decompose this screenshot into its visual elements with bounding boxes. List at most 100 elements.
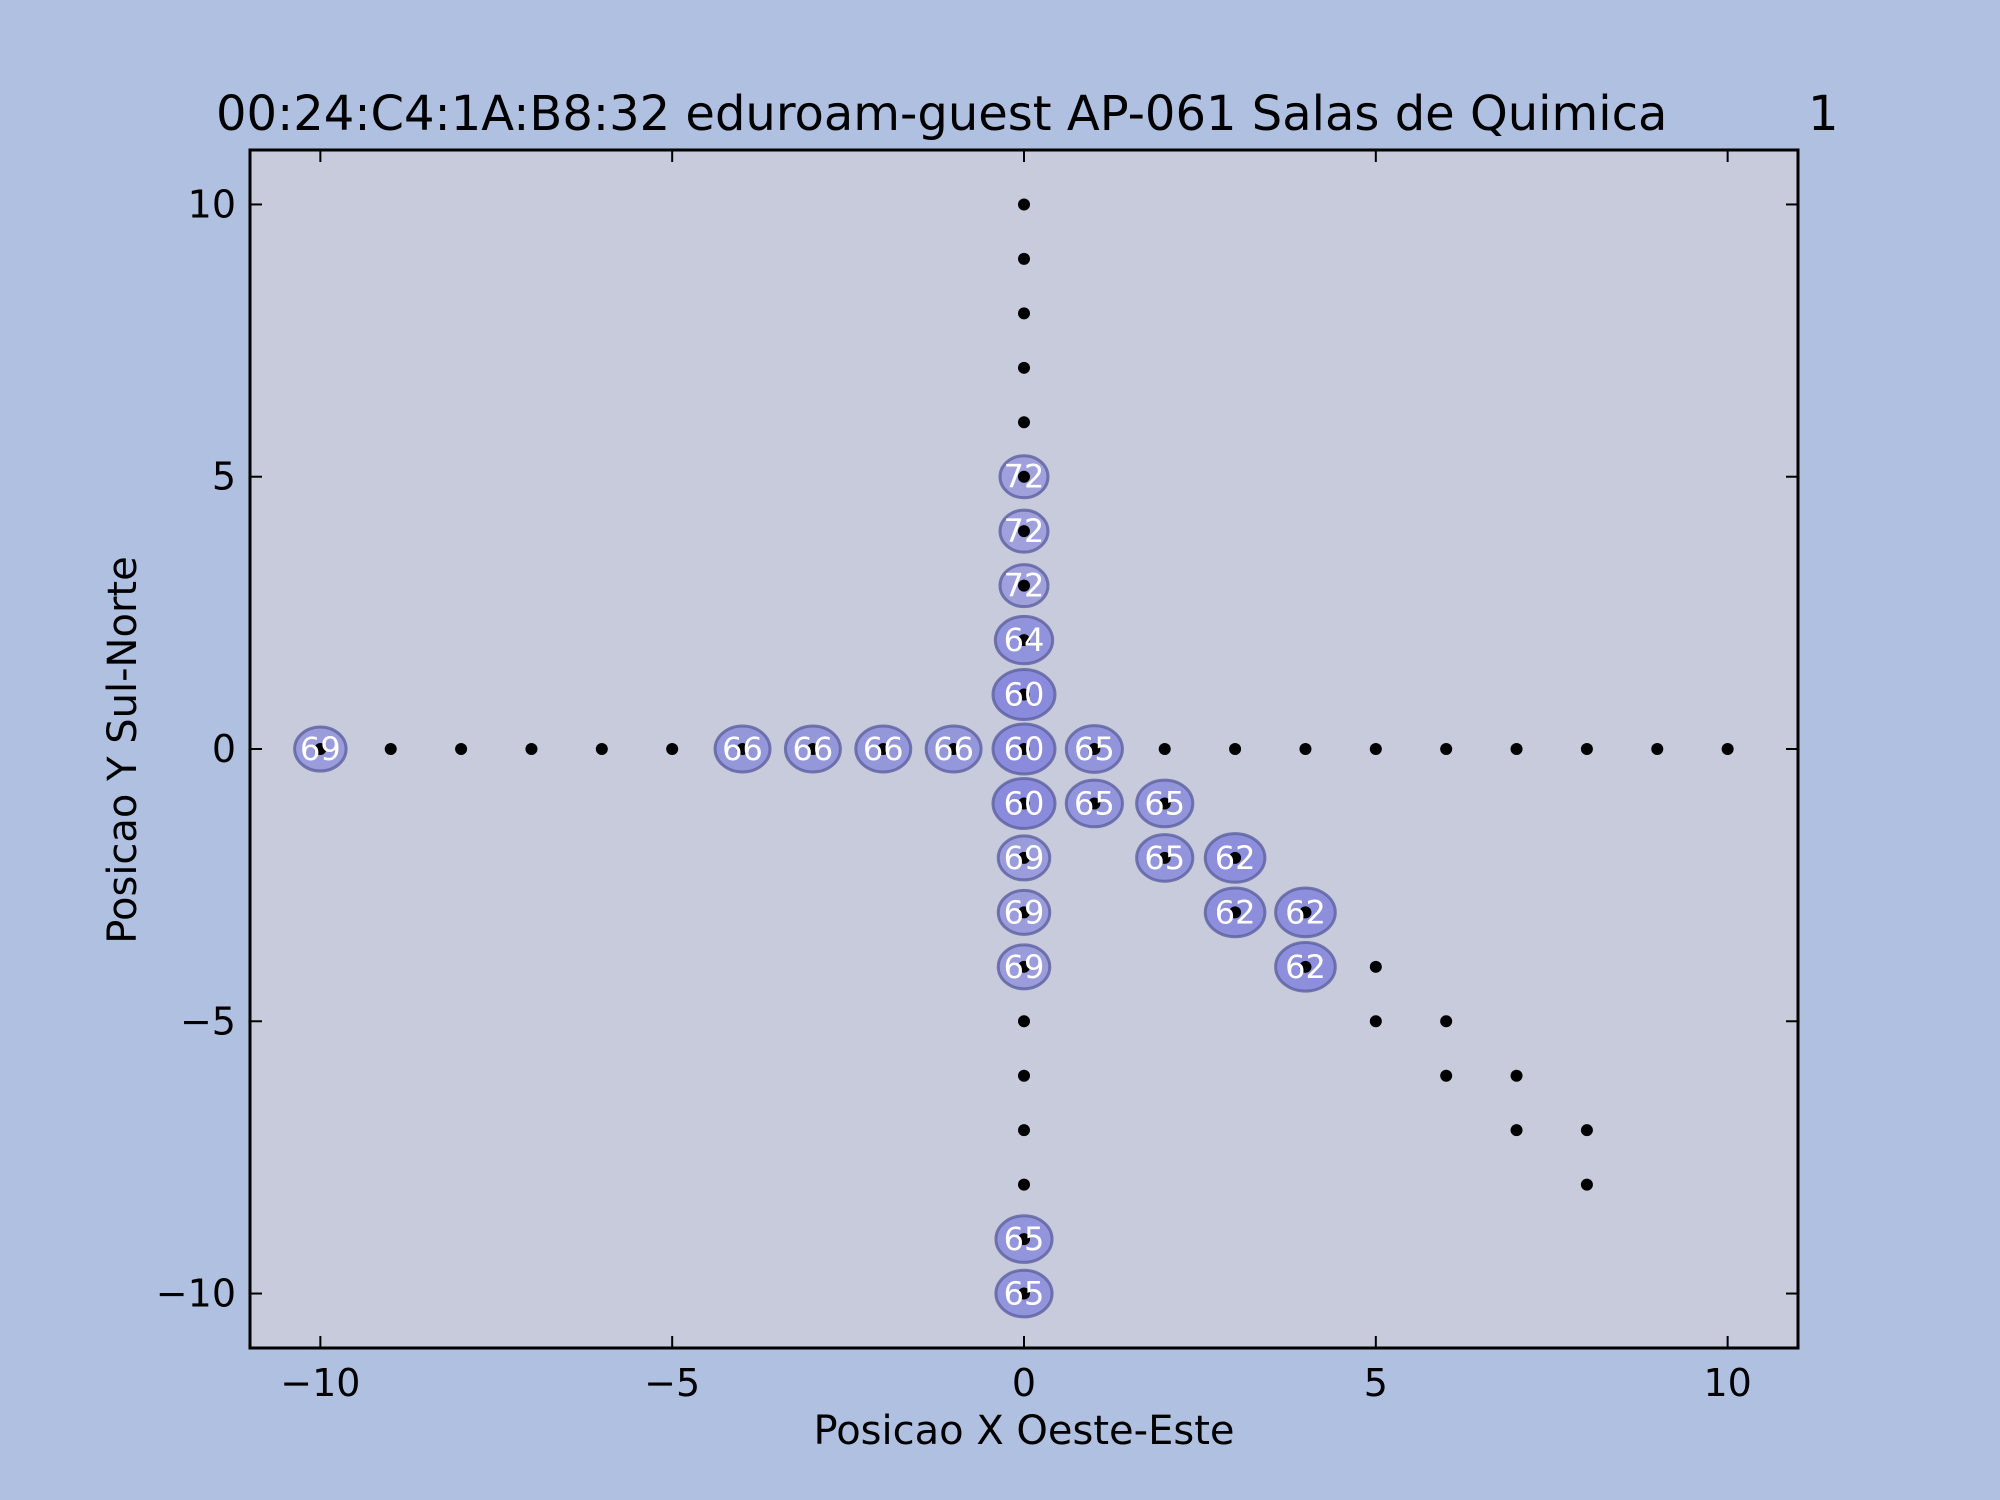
reading-label: 72 [1004,512,1045,550]
measurement-point [1018,1124,1030,1137]
measurement-point [1018,851,1030,864]
reading-label: 65 [1004,1275,1045,1313]
measurement-point [1018,307,1030,320]
reading-label: 60 [1004,730,1045,768]
measurement-point [1018,470,1030,483]
x-tick-label: −10 [280,1361,360,1405]
measurement-point [384,743,397,755]
chart-title: 00:24:C4:1A:B8:32 eduroam-guest AP-061 S… [216,86,1667,142]
measurement-point [947,743,960,755]
measurement-point [1018,579,1030,592]
reading-labels: 72 72 72 64 60 60 60 69 69 69 65 65 69 66 66 66 66 65 65 65… [300,458,1326,1313]
measurement-point [1580,1178,1593,1191]
measurement-point [1018,634,1030,647]
reading-label: 65 [1144,784,1185,822]
measurement-point [1088,743,1101,755]
measurement-point [1018,1069,1030,1082]
reading-label: 66 [722,730,763,768]
x-tick-label: 0 [1012,1361,1036,1405]
measurement-point [1229,906,1242,919]
measurement-point [1510,743,1523,755]
reading-label: 69 [1004,893,1045,931]
reading-label: 65 [1074,784,1115,822]
reading-label: 65 [1004,1220,1045,1258]
reading-label: 62 [1285,893,1326,931]
measurement-point [1510,1124,1523,1137]
measurement-point [806,743,819,755]
reading-label: 62 [1215,839,1256,877]
measurement-point [1018,797,1030,810]
measurement-point [1018,416,1030,429]
reading-label: 69 [1004,839,1045,877]
reading-label: 65 [1144,839,1185,877]
measurement-point [1721,743,1734,755]
reading-label: 72 [1004,458,1045,496]
measurement-point [1018,743,1030,755]
measurement-point [595,743,608,755]
measurement-point [1158,743,1171,755]
reading-label: 60 [1004,784,1045,822]
measurement-point [1088,797,1101,810]
y-tick-label: −5 [180,999,236,1043]
chart-title-number: 1 [1808,86,1839,142]
measurement-point [1018,361,1030,374]
reading-label: 62 [1215,893,1256,931]
reading-label: 62 [1285,948,1326,986]
measurement-point [1651,743,1664,755]
measurement-points [314,198,1734,1300]
measurement-point [1369,743,1382,755]
measurement-point [1018,1178,1030,1191]
measurement-point [1018,906,1030,919]
measurement-point [1018,960,1030,973]
measurement-point [1440,743,1453,755]
measurement-point [1299,960,1312,973]
x-tick-label: 10 [1703,1361,1751,1405]
measurement-point [1158,851,1171,864]
measurement-point [1580,743,1593,755]
measurement-point [1018,198,1030,211]
measurement-point [1018,1287,1030,1300]
measurement-point [1369,960,1382,973]
reading-label: 66 [933,730,974,768]
measurement-point [1018,1233,1030,1246]
measurement-point [525,743,538,755]
y-tick-label: 0 [212,727,236,771]
reading-label: 69 [1004,948,1045,986]
axis-ticks [250,150,1798,1348]
measurement-point [1018,688,1030,701]
measurement-point [1018,525,1030,538]
measurement-point [1440,1069,1453,1082]
measurement-point [1299,906,1312,919]
measurement-point [1580,1124,1593,1137]
reading-label: 64 [1004,621,1045,659]
y-tick-label: 5 [212,455,236,499]
x-tick-label: −5 [644,1361,700,1405]
measurement-point [1018,252,1030,265]
measurement-point [666,743,679,755]
reading-label: 66 [863,730,904,768]
measurement-point [1510,1069,1523,1082]
plot-frame [248,148,1800,1350]
y-tick-label: 10 [188,182,236,226]
x-axis-label: Posicao X Oeste-Este [814,1408,1235,1454]
measurement-point [736,743,749,755]
measurement-point [1369,1015,1382,1028]
measurement-point [1229,851,1242,864]
measurement-point [877,743,890,755]
x-tick-label: 5 [1364,1361,1388,1405]
reading-label: 66 [793,730,834,768]
y-tick-label: −10 [156,1272,236,1316]
measurement-point [1440,1015,1453,1028]
measurement-point [1299,743,1312,755]
measurement-point [1018,1015,1030,1028]
measurement-point [1229,743,1242,755]
measurement-point [314,743,327,755]
measurement-point [455,743,468,755]
axis-tick-labels: −10 −5 0 5 10 −10 −5 0 5 10 [156,182,1752,1405]
y-axis-label: Posicao Y Sul-Norte [100,556,146,943]
reading-label: 72 [1004,567,1045,605]
reading-label: 69 [300,730,341,768]
reading-label: 65 [1074,730,1115,768]
reading-label: 60 [1004,676,1045,714]
